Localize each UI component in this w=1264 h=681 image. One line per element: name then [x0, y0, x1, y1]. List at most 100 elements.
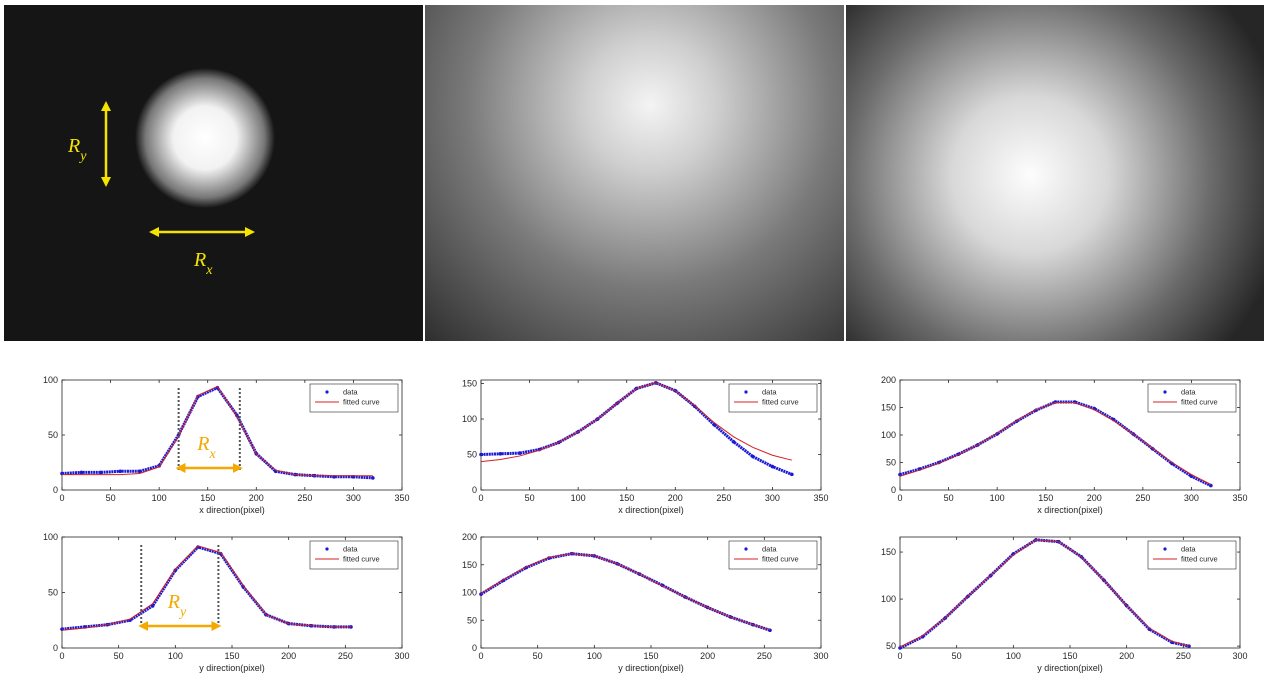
x-axis-label: y direction(pixel): [1037, 663, 1103, 673]
annotation-base: R: [193, 249, 206, 271]
y-tick-label: 0: [891, 485, 896, 495]
y-tick-label: 50: [48, 588, 58, 598]
fit-line: [480, 553, 771, 631]
annotation: Rx: [196, 433, 216, 462]
legend: [1147, 383, 1237, 413]
x-tick-label: 150: [619, 493, 634, 503]
x-tick-label: 100: [1006, 651, 1021, 661]
fit-line: [899, 402, 1212, 485]
data-point: [479, 452, 483, 457]
fit-line: [480, 382, 792, 463]
annotation-sub: y: [78, 149, 87, 164]
photo-spot: [4, 5, 423, 341]
y-tick-label: 200: [881, 375, 896, 385]
x-tick-label: 300: [346, 493, 361, 503]
x-tick-label: 50: [114, 651, 124, 661]
data-point: [99, 470, 103, 475]
legend-label: data: [343, 545, 358, 554]
y-tick-label: 100: [462, 414, 477, 424]
legend-marker: [1163, 547, 1167, 551]
legend-marker: [325, 547, 329, 551]
x-tick-label: 250: [1135, 493, 1150, 503]
x-axis-label: x direction(pixel): [1037, 505, 1103, 515]
x-tick-label: 0: [59, 493, 64, 503]
x-tick-label: 0: [897, 493, 902, 503]
legend-marker: [1163, 390, 1167, 394]
x-tick-label: 150: [1062, 651, 1077, 661]
data-point: [770, 464, 775, 469]
x-tick-label: 300: [1184, 493, 1199, 503]
annotation-sub: y: [178, 605, 187, 620]
x-tick-label: 150: [643, 651, 658, 661]
data-point: [731, 439, 736, 444]
chart: 0 50 100 150 200 250 300 0 50 100 y direction(pixe…: [43, 532, 410, 673]
x-tick-label: 0: [478, 493, 483, 503]
legend: [1147, 540, 1237, 570]
fit-line: [899, 539, 1190, 648]
data-point: [371, 476, 375, 480]
y-tick-label: 50: [886, 641, 896, 651]
x-tick-label: 300: [813, 651, 828, 661]
x-tick-label: 50: [944, 493, 954, 503]
x-tick-label: 50: [952, 651, 962, 661]
legend: [309, 540, 399, 570]
annotation-sub: x: [208, 447, 216, 462]
legend-label: data: [762, 388, 777, 397]
x-tick-label: 150: [224, 651, 239, 661]
data-point: [498, 452, 503, 456]
data-point: [79, 470, 84, 475]
y-tick-label: 100: [881, 594, 896, 604]
y-tick-label: 0: [53, 485, 58, 495]
legend-marker: [325, 390, 329, 394]
legend-label: fitted curve: [1181, 555, 1218, 564]
x-tick-label: 300: [394, 651, 409, 661]
x-tick-label: 100: [168, 651, 183, 661]
annotation: Rx: [193, 249, 213, 278]
legend-label: fitted curve: [762, 398, 799, 407]
y-tick-label: 0: [472, 485, 477, 495]
x-axis-label: x direction(pixel): [199, 505, 265, 515]
x-tick-label: 150: [200, 493, 215, 503]
y-tick-label: 150: [881, 547, 896, 557]
data-line: [480, 381, 793, 476]
y-tick-label: 150: [462, 560, 477, 570]
y-tick-label: 0: [53, 643, 58, 653]
legend-label: data: [1181, 545, 1196, 554]
annotation-sub: x: [205, 263, 213, 278]
fit-line: [61, 545, 351, 631]
x-tick-label: 0: [59, 651, 64, 661]
y-tick-label: 150: [881, 403, 896, 413]
chart: 0 50 100 150 200 250 300 350 0 50 100 x direction(p…: [43, 375, 410, 515]
y-tick-label: 150: [462, 379, 477, 389]
y-tick-label: 100: [462, 588, 477, 598]
annotation: Ry: [67, 135, 87, 164]
x-tick-label: 300: [765, 493, 780, 503]
x-tick-label: 200: [249, 493, 264, 503]
y-tick-label: 0: [472, 643, 477, 653]
x-tick-label: 200: [1087, 493, 1102, 503]
x-tick-label: 200: [1119, 651, 1134, 661]
legend-marker: [744, 547, 748, 551]
data-point: [790, 472, 794, 477]
legend-label: data: [762, 545, 777, 554]
photos: Ry Rx: [4, 5, 1264, 341]
data-point: [751, 454, 755, 459]
x-tick-label: 250: [757, 651, 772, 661]
y-tick-label: 50: [48, 430, 58, 440]
legend: [728, 540, 818, 570]
data-point: [1209, 483, 1213, 488]
x-tick-label: 350: [1232, 493, 1247, 503]
x-tick-label: 50: [525, 493, 535, 503]
legend-label: fitted curve: [762, 555, 799, 564]
annotation-base: R: [196, 433, 209, 455]
x-tick-label: 200: [281, 651, 296, 661]
x-tick-label: 100: [152, 493, 167, 503]
x-tick-label: 100: [587, 651, 602, 661]
x-tick-label: 50: [106, 493, 116, 503]
annotation: Ry: [167, 591, 187, 620]
x-tick-label: 250: [716, 493, 731, 503]
y-tick-label: 50: [467, 450, 477, 460]
y-tick-label: 100: [881, 430, 896, 440]
